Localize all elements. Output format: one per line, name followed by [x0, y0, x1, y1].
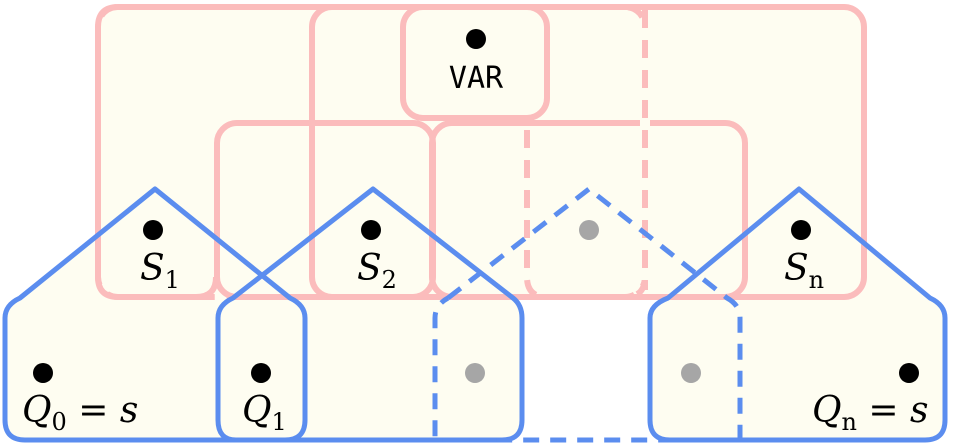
outer-box-1-right-cut — [640, 20, 650, 280]
s1-label: S1 — [140, 248, 180, 294]
vertex-middle-low-1 — [465, 363, 485, 383]
vertex-qn — [899, 363, 919, 383]
var-box-fill — [403, 7, 547, 118]
vertex-middle-low-2 — [681, 363, 701, 383]
sn-label: Sn — [784, 248, 824, 294]
s2-label: S2 — [357, 248, 397, 294]
blue-edges — [2, 186, 948, 443]
q1-label: Q1 — [242, 390, 287, 436]
vertex-var — [466, 29, 486, 49]
q0-label: Q0 = s — [22, 390, 138, 436]
house-qn — [647, 186, 948, 443]
vertex-q0 — [33, 363, 53, 383]
vertex-sn — [791, 220, 811, 240]
outer-box-1-solid — [95, 4, 645, 300]
qn-label: Qn = s — [812, 390, 929, 436]
var-box — [400, 4, 550, 121]
vertex-q1 — [251, 363, 271, 383]
vertices — [33, 29, 919, 383]
vertex-middle — [579, 220, 599, 240]
vertex-s1 — [143, 220, 163, 240]
house-middle-dashed — [432, 186, 743, 443]
var-label: VAR — [449, 61, 504, 96]
vertex-s2 — [361, 220, 381, 240]
